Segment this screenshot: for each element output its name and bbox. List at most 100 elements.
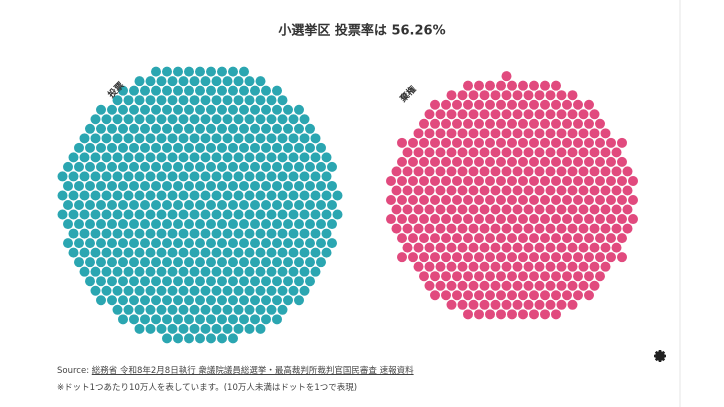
- dot: [255, 171, 266, 182]
- dot: [446, 204, 457, 215]
- dot: [485, 309, 495, 320]
- dot: [463, 309, 473, 320]
- dot: [211, 133, 222, 144]
- dot: [211, 304, 222, 315]
- dot: [628, 214, 638, 225]
- dot: [584, 290, 594, 301]
- dot: [129, 123, 139, 134]
- dot: [397, 214, 407, 225]
- dot: [277, 190, 288, 201]
- dot: [244, 323, 255, 334]
- dot: [250, 123, 260, 134]
- dot: [272, 257, 282, 268]
- dot: [419, 233, 429, 244]
- dot: [123, 133, 134, 144]
- dot: [441, 99, 451, 110]
- dot: [233, 76, 244, 87]
- dot: [299, 114, 310, 125]
- dot: [496, 175, 506, 186]
- dot: [540, 137, 550, 148]
- dot: [518, 214, 528, 225]
- dot: [162, 314, 172, 325]
- dot: [233, 114, 244, 125]
- dot: [294, 161, 304, 172]
- dot: [134, 95, 145, 106]
- dot: [228, 142, 238, 153]
- dot: [255, 190, 266, 201]
- dot: [244, 114, 255, 125]
- dot: [255, 247, 266, 258]
- dot: [184, 276, 194, 287]
- dot: [468, 90, 479, 101]
- dot: [151, 104, 161, 115]
- dot: [74, 219, 84, 230]
- dot: [145, 247, 156, 258]
- dot: [573, 137, 583, 148]
- dot: [266, 171, 277, 182]
- dot: [228, 123, 238, 134]
- dot: [430, 175, 440, 186]
- dot: [468, 128, 479, 139]
- dot: [496, 233, 506, 244]
- dot: [611, 185, 622, 196]
- dot: [134, 171, 145, 182]
- dot: [595, 252, 605, 263]
- dot: [419, 271, 429, 282]
- dot: [222, 95, 233, 106]
- dot: [96, 180, 106, 191]
- dot: [299, 266, 310, 277]
- dot: [512, 261, 523, 272]
- dot: [556, 261, 567, 272]
- dot: [255, 152, 266, 163]
- dot: [211, 209, 222, 220]
- dot: [518, 137, 528, 148]
- dot: [496, 99, 506, 110]
- dot: [167, 152, 178, 163]
- source-link[interactable]: 総務省 令和8年2月8日執行 衆議院議員総選挙・最高裁判所裁判官国民審査 速報資…: [91, 366, 414, 376]
- dot: [107, 180, 117, 191]
- dot: [288, 285, 299, 296]
- dot: [107, 276, 117, 287]
- dot: [211, 266, 222, 277]
- dot: [540, 195, 550, 205]
- dot: [391, 204, 402, 215]
- dot: [490, 242, 501, 253]
- dot: [145, 190, 156, 201]
- dot: [211, 190, 222, 201]
- dot: [68, 209, 79, 220]
- settings-icon[interactable]: [654, 350, 666, 362]
- dot: [140, 161, 150, 172]
- dot: [255, 285, 266, 296]
- dot: [134, 133, 145, 144]
- dot: [255, 304, 266, 315]
- dot: [556, 223, 567, 234]
- dot: [518, 252, 528, 263]
- dot: [402, 242, 413, 253]
- dot: [606, 137, 616, 148]
- dot: [567, 128, 578, 139]
- dot: [112, 95, 123, 106]
- dot: [468, 109, 479, 120]
- dot: [540, 214, 550, 225]
- dot: [595, 137, 605, 148]
- dot: [589, 147, 600, 158]
- dot: [589, 166, 600, 177]
- dot: [617, 252, 627, 263]
- dot: [79, 209, 90, 220]
- dot: [233, 247, 244, 258]
- dot: [74, 238, 84, 249]
- dot: [85, 257, 95, 268]
- dot: [206, 276, 216, 287]
- dot: [294, 123, 304, 134]
- dot: [217, 238, 227, 249]
- dot: [490, 166, 501, 177]
- dot: [156, 76, 167, 87]
- dot: [424, 261, 435, 272]
- dot: [217, 104, 227, 115]
- dot: [68, 152, 79, 163]
- dot: [617, 175, 627, 186]
- dot: [272, 161, 282, 172]
- dot: [101, 190, 112, 201]
- dot: [167, 323, 178, 334]
- dot: [195, 123, 205, 134]
